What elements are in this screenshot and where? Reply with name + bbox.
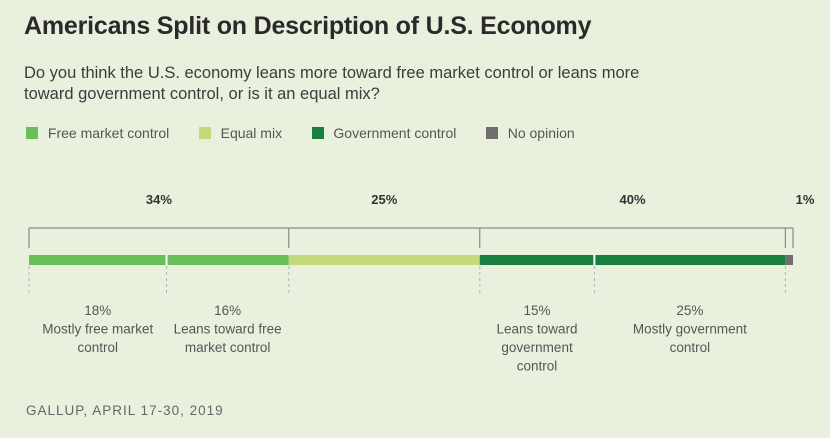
legend-swatch-no-opinion: [485, 126, 498, 139]
legend-label-no-opinion: No opinion: [507, 124, 575, 141]
segment-category-label: Mostly government: [633, 322, 747, 337]
bar-segment: [288, 255, 480, 265]
legend-item-no-opinion: No opinion: [485, 124, 575, 141]
segment-value-label: 25%: [676, 303, 703, 318]
legend-label-free-market: Free market control: [47, 124, 170, 141]
segment-category-label: Mostly free market: [42, 322, 153, 337]
segment-value-label: 18%: [84, 303, 111, 318]
segment-category-label: government: [501, 340, 573, 355]
bar-segment: [594, 255, 786, 265]
group-label: 34%: [146, 192, 172, 207]
segment-category-label: control: [517, 359, 558, 374]
group-label: 1%: [796, 192, 815, 207]
segment-value-label: 16%: [214, 303, 241, 318]
legend-item-free-market: Free market control: [26, 125, 169, 141]
bar-segment: [785, 255, 793, 265]
chart-title: Americans Split on Description of U.S. E…: [24, 12, 592, 40]
legend-swatch-free-market: [26, 126, 38, 139]
segment-value-label: 15%: [524, 303, 551, 318]
segment-category-label: control: [77, 340, 118, 355]
segment-category-label: Leans toward: [497, 322, 578, 337]
legend: Free market control Equal mix Government…: [26, 124, 600, 144]
chart-subtitle: Do you think the U.S. economy leans more…: [24, 64, 640, 103]
segment-category-label: market control: [185, 340, 271, 355]
stacked-bar-chart: 34% 25% 40% 1% 18% Mostly free market control 1…: [28, 192, 815, 374]
legend-label-government: Government control: [333, 124, 457, 141]
legend-item-equal-mix: Equal mix: [198, 124, 283, 141]
bar-segment: [479, 255, 595, 265]
legend-swatch-government: [311, 126, 324, 139]
bar-segment: [29, 255, 167, 265]
group-label: 40%: [620, 192, 646, 207]
segment-category-label: control: [670, 340, 711, 355]
source-note: GALLUP, APRIL 17-30, 2019: [26, 403, 224, 418]
legend-swatch-equal-mix: [198, 126, 211, 139]
bar-segment: [166, 255, 289, 265]
group-label: 25%: [371, 192, 397, 207]
segment-category-label: Leans toward free: [174, 322, 282, 337]
legend-item-government: Government control: [311, 124, 457, 141]
legend-label-equal-mix: Equal mix: [220, 124, 283, 141]
